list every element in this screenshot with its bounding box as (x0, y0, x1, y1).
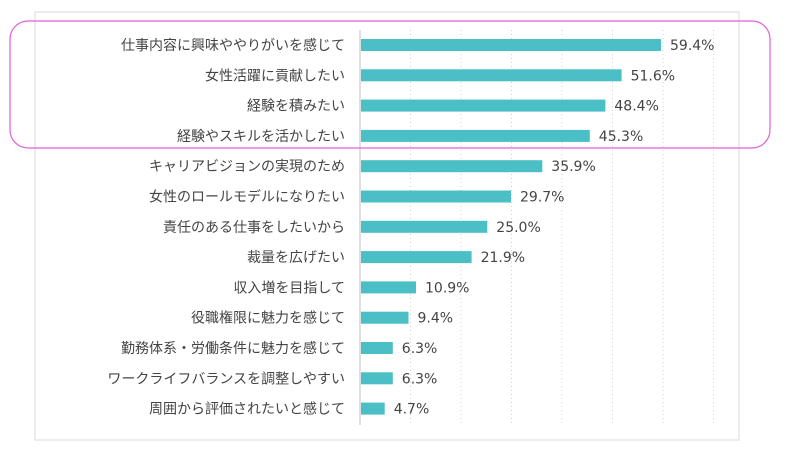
value-labels: 59.4% 51.6% 48.4% 45.3%35.9% 29.7% 25.0% 21.9%… (394, 38, 715, 418)
value-label: 9.4% (418, 311, 454, 327)
category-label: 仕事内容に興味ややりがいを感じて (121, 37, 345, 54)
value-label: 6.3% (402, 341, 438, 357)
value-label: 48.4% (614, 99, 658, 115)
category-label: 収入増を目指して (233, 280, 345, 296)
bar (361, 281, 416, 294)
category-label: 女性活躍に貢献したい (205, 67, 345, 84)
category-label: 裁量を広げたい (247, 250, 345, 266)
bar (361, 372, 393, 385)
value-label: 25.0% (496, 220, 540, 236)
category-label: 役職権限に魅力を感じて (191, 310, 345, 327)
category-label: 経験を積みたい (247, 99, 345, 115)
bars-group (361, 39, 661, 415)
value-label: 45.3% (599, 129, 643, 145)
category-label: ワークライフバランスを調整しやすい (107, 371, 345, 387)
bar (361, 39, 661, 51)
category-label: 女性のロールモデルになりたい (149, 189, 345, 206)
category-labels: 仕事内容に興味ややりがいを感じて女性活躍に貢献したい経験を積みたい経験やスキルを… (107, 37, 345, 418)
bar (361, 311, 409, 324)
bar (361, 190, 511, 203)
category-label: 周囲から評価されたいと感じて (149, 401, 345, 418)
highlight-box (9, 20, 771, 149)
category-label: 勤務体系・労働条件に魅力を感じて (121, 340, 345, 357)
value-label: 10.9% (425, 280, 469, 296)
value-label: 51.6% (631, 68, 675, 84)
bar (361, 160, 543, 173)
value-label: 59.4% (670, 38, 714, 54)
category-label: 経験やスキルを活かしたい (177, 129, 345, 145)
value-label: 6.3% (402, 371, 438, 387)
bar (361, 99, 606, 112)
category-label: キャリアビジョンの実現のため (149, 159, 345, 175)
bar (361, 220, 488, 233)
value-label: 21.9% (481, 250, 525, 266)
bar (361, 69, 622, 82)
value-label: 35.9% (551, 159, 595, 175)
value-label: 29.7% (520, 190, 564, 206)
bar (361, 251, 472, 264)
category-label: 責任のある仕事をしたいから (163, 220, 345, 236)
value-label: 4.7% (394, 402, 430, 418)
bar (361, 402, 385, 415)
bar (361, 129, 590, 142)
bar (361, 342, 393, 354)
